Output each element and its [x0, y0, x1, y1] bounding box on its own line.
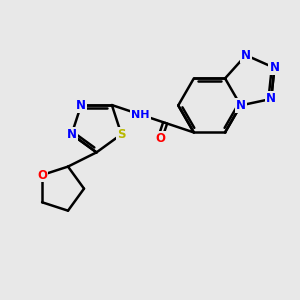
Text: N: N [76, 99, 86, 112]
Text: O: O [37, 169, 47, 182]
Text: N: N [236, 99, 246, 112]
Text: N: N [241, 49, 251, 62]
Text: S: S [117, 128, 126, 141]
Text: N: N [269, 61, 279, 74]
Text: N: N [67, 128, 76, 141]
Text: O: O [155, 132, 165, 145]
Text: N: N [266, 92, 276, 105]
Text: NH: NH [131, 110, 150, 120]
